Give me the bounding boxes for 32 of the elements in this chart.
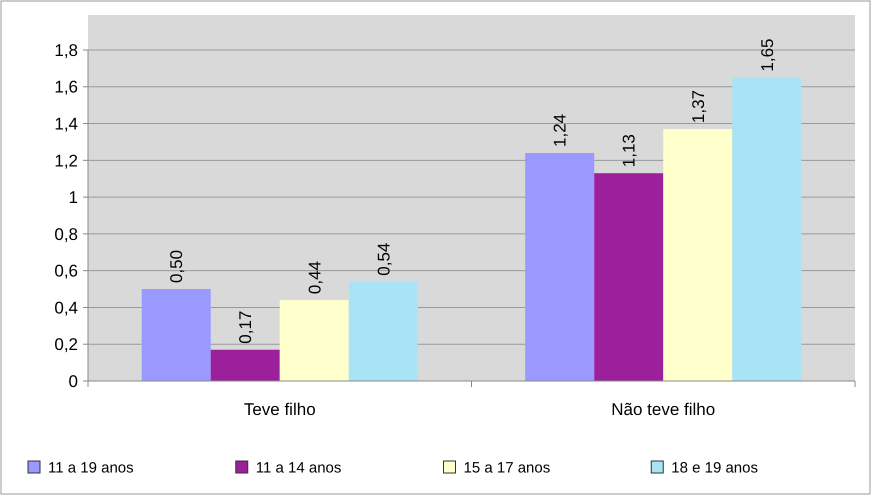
data-label: 0,54: [374, 242, 394, 276]
data-label: 1,65: [758, 38, 777, 72]
y-tick-label: 0,6: [54, 262, 78, 281]
y-tick-label: 0,2: [54, 335, 78, 354]
bar: [280, 300, 349, 381]
y-tick-label: 1,8: [54, 40, 78, 60]
data-label: 1,24: [550, 114, 570, 147]
legend-label: 18 e 19 anos: [671, 459, 758, 476]
y-tick-label: 1,4: [54, 114, 78, 134]
data-label: 0,50: [167, 250, 186, 284]
bar: [594, 173, 664, 381]
y-tick-label: 1,2: [54, 151, 78, 170]
bar: [348, 282, 418, 381]
y-tick-label: 0,8: [54, 224, 78, 244]
data-label: 0,44: [305, 260, 324, 294]
x-tick-label: Teve filho: [244, 400, 316, 419]
data-label: 1,13: [620, 134, 639, 168]
y-tick-label: 1,6: [54, 78, 78, 97]
y-tick-label: 0,4: [54, 298, 78, 318]
bar: [142, 289, 211, 381]
legend-label: 11 a 14 anos: [256, 459, 342, 476]
data-label: 0,17: [236, 310, 256, 344]
bar: [525, 152, 594, 381]
y-tick-label: 0: [68, 372, 78, 391]
bar: [732, 78, 802, 381]
x-tick-label: Não teve filho: [611, 400, 716, 419]
y-tick-label: 1: [68, 188, 78, 208]
legend-label: 11 a 19 anos: [48, 459, 134, 476]
data-label: 1,37: [688, 90, 708, 124]
bar: [210, 350, 280, 381]
bar: [663, 129, 732, 381]
legend-label: 15 a 17 anos: [464, 459, 550, 476]
